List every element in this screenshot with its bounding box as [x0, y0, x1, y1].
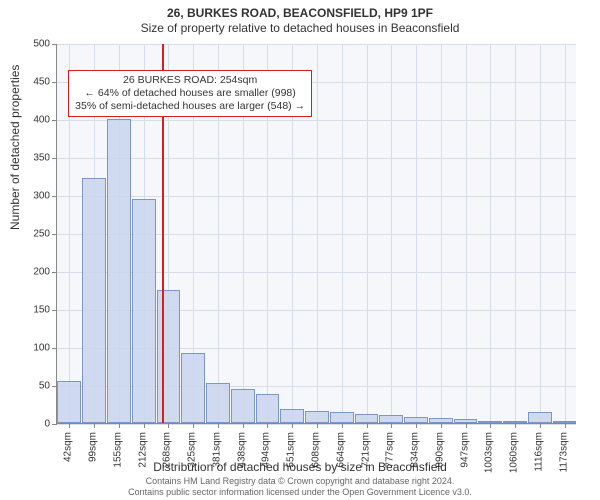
histogram-bar [181, 353, 205, 423]
y-tick-label: 500 [22, 39, 50, 50]
histogram-bar [206, 383, 230, 423]
histogram-bar [379, 415, 403, 423]
chart-title-block: 26, BURKES ROAD, BEACONSFIELD, HP9 1PF S… [0, 0, 600, 35]
histogram-bar [280, 409, 304, 423]
y-tick-label: 400 [22, 115, 50, 126]
y-tick-label: 150 [22, 305, 50, 316]
x-tick-label: 325sqm [187, 432, 198, 468]
x-tick-label: 947sqm [459, 432, 470, 468]
y-axis-label: Number of detached properties [8, 65, 22, 230]
x-tick-label: 494sqm [261, 432, 272, 468]
y-tick-label: 100 [22, 343, 50, 354]
histogram-bar [82, 178, 106, 423]
histogram-bar [132, 199, 156, 423]
plot-area: 26 BURKES ROAD: 254sqm ← 64% of detached… [56, 44, 576, 424]
histogram-bar [330, 412, 354, 423]
x-tick-label: 1003sqm [484, 432, 495, 473]
x-tick-label: 212sqm [137, 432, 148, 468]
chart-area: 26 BURKES ROAD: 254sqm ← 64% of detached… [56, 44, 576, 424]
footer-line2: Contains public sector information licen… [0, 487, 600, 498]
footer-line1: Contains HM Land Registry data © Crown c… [0, 476, 600, 487]
histogram-bar [528, 412, 552, 423]
histogram-bar [256, 394, 280, 423]
annotation-line2: ← 64% of detached houses are smaller (99… [75, 87, 305, 100]
x-tick-label: 155sqm [112, 432, 123, 468]
y-tick-label: 200 [22, 267, 50, 278]
y-tick-label: 450 [22, 77, 50, 88]
annotation-box: 26 BURKES ROAD: 254sqm ← 64% of detached… [68, 70, 312, 117]
annotation-line3: 35% of semi-detached houses are larger (… [75, 100, 305, 113]
x-tick-label: 1060sqm [509, 432, 520, 473]
x-tick-label: 721sqm [360, 432, 371, 468]
footer-attribution: Contains HM Land Registry data © Crown c… [0, 476, 600, 498]
annotation-line1: 26 BURKES ROAD: 254sqm [75, 74, 305, 87]
histogram-bar [157, 290, 181, 423]
histogram-bar [57, 381, 81, 423]
x-tick-label: 664sqm [335, 432, 346, 468]
histogram-bar [107, 119, 131, 423]
x-tick-label: 1116sqm [533, 432, 544, 472]
y-tick-label: 0 [22, 419, 50, 430]
x-tick-label: 381sqm [211, 432, 222, 468]
chart-title-line1: 26, BURKES ROAD, BEACONSFIELD, HP9 1PF [0, 6, 600, 20]
x-tick-label: 551sqm [286, 432, 297, 468]
x-tick-label: 99sqm [88, 432, 99, 462]
y-tick-label: 50 [22, 381, 50, 392]
x-tick-label: 777sqm [385, 432, 396, 468]
histogram-bar [355, 414, 379, 423]
x-tick-label: 268sqm [162, 432, 173, 468]
histogram-bar [305, 411, 329, 423]
x-tick-label: 42sqm [63, 432, 74, 462]
y-tick-label: 250 [22, 229, 50, 240]
x-tick-label: 438sqm [236, 432, 247, 468]
x-tick-label: 890sqm [434, 432, 445, 468]
y-tick-label: 300 [22, 191, 50, 202]
x-tick-label: 834sqm [410, 432, 421, 468]
x-tick-label: 608sqm [311, 432, 322, 468]
chart-title-line2: Size of property relative to detached ho… [0, 21, 600, 35]
x-tick-label: 1173sqm [558, 432, 569, 472]
histogram-bar [231, 389, 255, 423]
y-tick-label: 350 [22, 153, 50, 164]
